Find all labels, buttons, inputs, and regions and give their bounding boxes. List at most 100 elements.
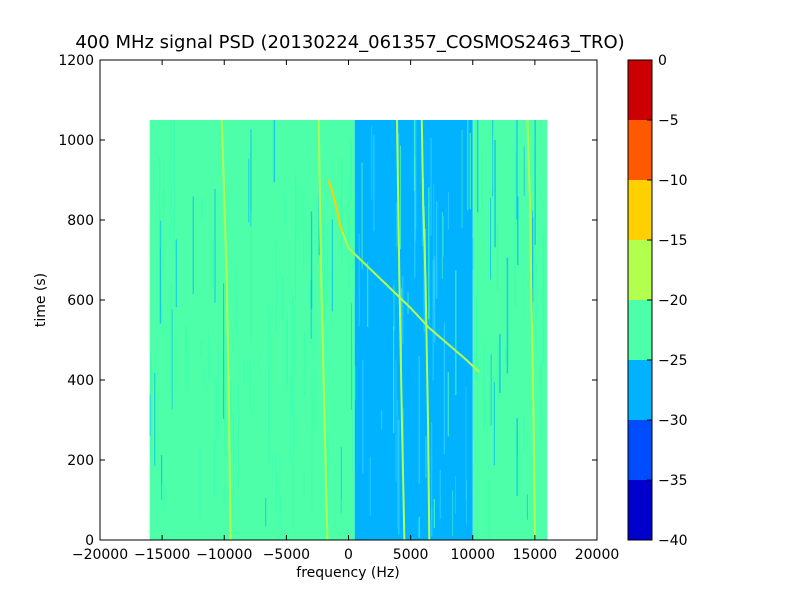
noise-streak bbox=[249, 358, 251, 414]
noise-streak bbox=[380, 410, 383, 430]
colorbar-band bbox=[628, 120, 652, 180]
noise-streak bbox=[467, 120, 469, 211]
colorbar-tick-label: −15 bbox=[658, 233, 688, 249]
noise-streak bbox=[439, 470, 441, 519]
noise-streak bbox=[523, 146, 525, 196]
noise-streak bbox=[461, 129, 463, 228]
noise-streak bbox=[532, 210, 534, 323]
noise-streak bbox=[448, 191, 449, 230]
colorbar-tick-label: 0 bbox=[658, 53, 667, 69]
noise-streak bbox=[367, 262, 369, 327]
noise-streak bbox=[522, 276, 524, 316]
noise-streak bbox=[413, 120, 415, 192]
noise-streak bbox=[514, 275, 516, 308]
noise-streak bbox=[396, 202, 398, 248]
noise-streak bbox=[259, 356, 260, 373]
signal-trace bbox=[396, 119, 406, 541]
noise-streak bbox=[431, 506, 433, 537]
noise-streak bbox=[293, 451, 294, 535]
colorbar-tick-label: −40 bbox=[658, 533, 688, 549]
noise-streak bbox=[392, 326, 395, 434]
signal-trace bbox=[220, 119, 232, 541]
noise-streak bbox=[369, 456, 371, 516]
noise-streak bbox=[433, 498, 436, 529]
noise-streak bbox=[515, 428, 517, 493]
noise-streak bbox=[348, 178, 350, 287]
noise-streak bbox=[223, 484, 225, 504]
noise-streak bbox=[516, 418, 518, 496]
y-tick-label: 1200 bbox=[58, 53, 94, 69]
noise-streak bbox=[535, 262, 537, 355]
noise-streak bbox=[399, 145, 402, 250]
noise-streak bbox=[293, 406, 295, 452]
noise-streak bbox=[350, 138, 352, 202]
noise-streak bbox=[517, 454, 519, 497]
colorbar-band bbox=[628, 480, 652, 540]
noise-streak bbox=[158, 156, 161, 248]
y-tick-label: 800 bbox=[67, 213, 94, 229]
noise-streak bbox=[351, 303, 352, 410]
noise-streak bbox=[303, 472, 305, 497]
noise-streak bbox=[423, 206, 425, 333]
noise-streak bbox=[340, 447, 342, 513]
noise-streak bbox=[432, 259, 434, 381]
y-tick-label: 600 bbox=[67, 293, 94, 309]
colorbar-tick-label: −25 bbox=[658, 353, 688, 369]
noise-streak bbox=[310, 211, 313, 309]
noise-streak bbox=[250, 212, 253, 342]
noise-streak bbox=[290, 375, 292, 468]
noise-streak bbox=[268, 364, 270, 468]
noise-streak bbox=[475, 439, 477, 464]
noise-streak bbox=[455, 476, 456, 514]
noise-streak bbox=[230, 381, 232, 453]
noise-streak bbox=[331, 219, 333, 312]
noise-streak bbox=[523, 416, 525, 453]
noise-streak bbox=[499, 334, 501, 394]
colorbar-band bbox=[628, 360, 652, 420]
signal-trace bbox=[317, 119, 329, 541]
noise-streak bbox=[398, 419, 400, 535]
x-tick-label: −10000 bbox=[196, 547, 252, 563]
colorbar-band bbox=[628, 180, 652, 240]
noise-streak bbox=[425, 436, 427, 478]
noise-streak bbox=[214, 189, 216, 303]
noise-streak bbox=[443, 322, 446, 455]
x-tick-label: 10000 bbox=[450, 547, 495, 563]
noise-streak bbox=[414, 120, 417, 231]
colorbar: −40 −35 −30 −25 −20 −15 −10 −5 0 bbox=[627, 53, 688, 549]
noise-streak bbox=[200, 339, 202, 358]
y-tick-label: 200 bbox=[67, 453, 94, 469]
noise-streak bbox=[161, 305, 163, 339]
noise-streak bbox=[272, 452, 274, 470]
noise-streak bbox=[160, 455, 163, 500]
x-tick-label: 15000 bbox=[513, 547, 558, 563]
noise-streak bbox=[469, 132, 471, 209]
noise-streak bbox=[223, 283, 225, 419]
noise-streak bbox=[236, 266, 238, 336]
noise-streak bbox=[506, 257, 509, 374]
noise-streak bbox=[401, 288, 402, 376]
noise-streak bbox=[310, 280, 312, 339]
noise-streak bbox=[170, 282, 172, 394]
y-tick-label: 0 bbox=[85, 533, 94, 549]
noise-streak bbox=[526, 494, 528, 520]
noise-streak bbox=[243, 360, 245, 386]
noise-streak bbox=[534, 247, 536, 296]
noise-streak bbox=[208, 330, 210, 380]
noise-streak bbox=[248, 158, 250, 223]
signal-trace bbox=[420, 119, 431, 541]
noise-streak bbox=[322, 221, 325, 241]
heatmap-region bbox=[354, 120, 473, 540]
noise-streak bbox=[215, 378, 217, 438]
noise-streak bbox=[493, 381, 495, 466]
noise-streak bbox=[497, 342, 499, 400]
noise-streak bbox=[354, 193, 356, 291]
noise-streak bbox=[175, 239, 177, 308]
noise-streak bbox=[354, 366, 356, 401]
noise-streak bbox=[232, 412, 235, 522]
colorbar-band bbox=[628, 240, 652, 300]
noise-streak bbox=[414, 176, 416, 241]
noise-streak bbox=[297, 182, 299, 239]
noise-streak bbox=[418, 355, 420, 484]
